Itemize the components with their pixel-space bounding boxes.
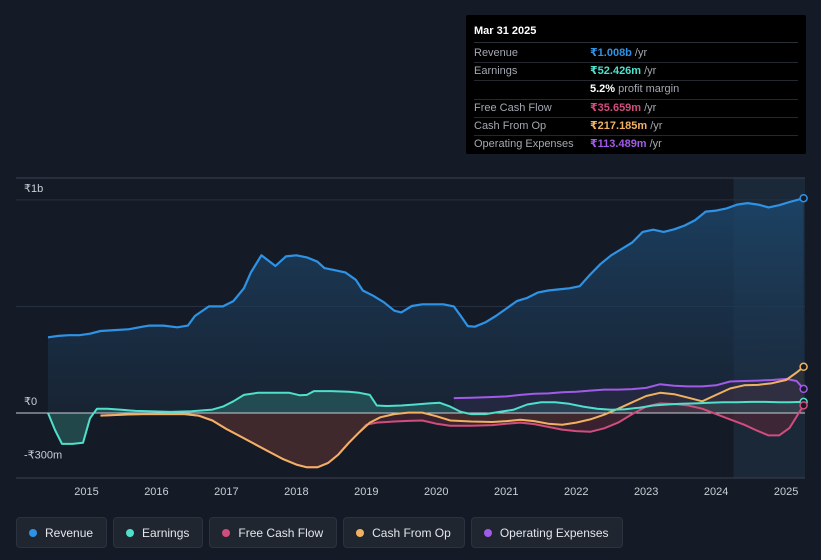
earnings-line bbox=[47, 390, 804, 445]
operating-expenses-area bbox=[453, 378, 804, 413]
tooltip-value: ₹52.426m bbox=[590, 65, 642, 78]
cash-from-op-area bbox=[100, 366, 804, 468]
x-tick-label: 2016 bbox=[144, 486, 168, 498]
tooltip-label: Operating Expenses bbox=[474, 137, 574, 150]
legend-dot-icon bbox=[222, 528, 231, 537]
earnings-area bbox=[48, 391, 804, 444]
tooltip-unit: /yr bbox=[634, 47, 648, 59]
revenue-area bbox=[48, 198, 804, 413]
legend-dot-icon bbox=[483, 528, 492, 537]
legend: Revenue Earnings Free Cash Flow Cash Fro… bbox=[16, 517, 623, 548]
legend-item-earnings[interactable]: Earnings bbox=[113, 517, 204, 548]
tooltip-date: Mar 31 2025 bbox=[474, 24, 798, 43]
revenue-line bbox=[47, 197, 804, 339]
legend-item-cash-from-op[interactable]: Cash From Op bbox=[343, 517, 465, 548]
legend-dot-icon bbox=[126, 528, 135, 537]
tooltip-unit: profit margin bbox=[618, 83, 680, 96]
data-tooltip: Mar 31 2025 Revenue ₹1.008b/yr Earnings … bbox=[466, 15, 806, 154]
tooltip-row-operating-expenses: Operating Expenses ₹113.489m/yr bbox=[474, 136, 798, 153]
legend-label: Cash From Op bbox=[372, 525, 451, 540]
cash-from-op-end-marker bbox=[799, 362, 808, 372]
cash-from-op-line bbox=[100, 366, 805, 469]
legend-label: Operating Expenses bbox=[499, 525, 609, 540]
legend-dot-icon bbox=[356, 528, 365, 537]
tooltip-row-earnings: Earnings ₹52.426m/yr bbox=[474, 63, 798, 82]
operating-expenses-end-marker bbox=[799, 384, 808, 394]
free-cash-flow-area bbox=[100, 403, 804, 468]
tooltip-value: ₹1.008b bbox=[590, 47, 632, 59]
y-tick-label: -₹300m bbox=[24, 449, 62, 461]
tooltip-row-free-cash-flow: Free Cash Flow ₹35.659m/yr bbox=[474, 100, 798, 118]
tooltip-label: Revenue bbox=[474, 47, 519, 59]
x-tick-label: 2018 bbox=[284, 486, 308, 498]
revenue-end-marker bbox=[799, 193, 808, 203]
tooltip-row-profit-margin: 5.2% profit margin bbox=[474, 81, 798, 100]
legend-label: Revenue bbox=[45, 525, 94, 540]
free-cash-flow-end-marker bbox=[799, 401, 808, 410]
x-tick-label: 2022 bbox=[564, 486, 588, 498]
tooltip-value: ₹35.659m bbox=[590, 101, 642, 114]
x-tick-label: 2017 bbox=[214, 486, 238, 498]
tooltip-value: 5.2% bbox=[590, 83, 616, 96]
tooltip-label: Free Cash Flow bbox=[474, 101, 552, 114]
legend-item-operating-expenses[interactable]: Operating Expenses bbox=[470, 517, 623, 548]
x-tick-label: 2019 bbox=[354, 486, 378, 498]
tooltip-row-cash-from-op: Cash From Op ₹217.185m/yr bbox=[474, 118, 798, 136]
y-tick-label: ₹0 bbox=[24, 396, 37, 408]
x-tick-label: 2023 bbox=[634, 486, 658, 498]
y-tick-label: ₹1b bbox=[24, 183, 43, 195]
operating-expenses-line bbox=[453, 377, 805, 400]
legend-item-free-cash-flow[interactable]: Free Cash Flow bbox=[209, 517, 338, 548]
tooltip-value: ₹113.489m bbox=[590, 137, 647, 150]
tooltip-unit: /yr bbox=[644, 65, 657, 78]
tooltip-unit: /yr bbox=[650, 119, 663, 132]
tooltip-label: Earnings bbox=[474, 65, 518, 78]
legend-item-revenue[interactable]: Revenue bbox=[16, 517, 108, 548]
tooltip-row-revenue: Revenue ₹1.008b/yr bbox=[474, 45, 798, 64]
tooltip-unit: /yr bbox=[644, 101, 657, 114]
tooltip-label bbox=[474, 81, 590, 98]
legend-label: Free Cash Flow bbox=[238, 525, 324, 540]
tooltip-value: ₹217.185m bbox=[590, 119, 648, 132]
x-tick-label: 2024 bbox=[704, 486, 728, 498]
x-tick-label: 2020 bbox=[424, 486, 448, 498]
legend-dot-icon bbox=[29, 528, 37, 537]
legend-label: Earnings bbox=[142, 525, 190, 540]
x-tick-label: 2025 bbox=[774, 486, 798, 498]
x-tick-label: 2015 bbox=[74, 486, 98, 498]
tooltip-label: Cash From Op bbox=[474, 119, 547, 132]
tooltip-unit: /yr bbox=[649, 137, 662, 150]
x-tick-label: 2021 bbox=[494, 486, 518, 498]
